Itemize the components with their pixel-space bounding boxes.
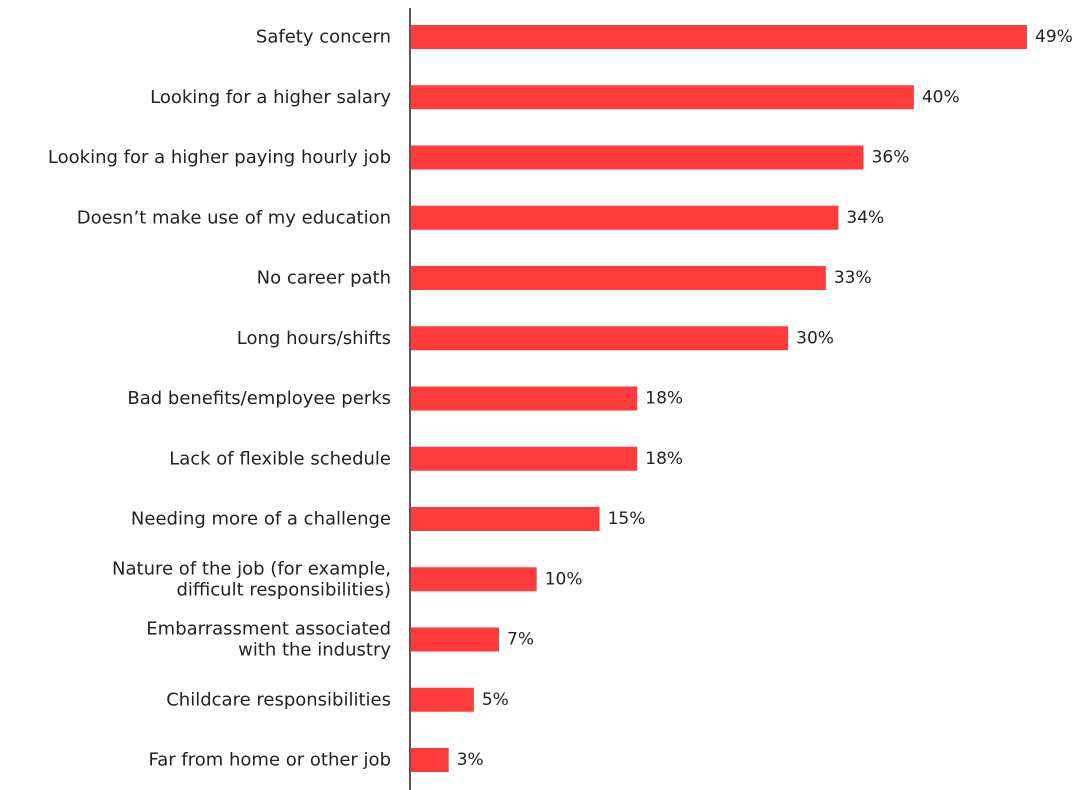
- value-label-2: 36%: [872, 148, 910, 168]
- category-label-12: Far from home or other job: [149, 750, 391, 771]
- category-label-3: Doesn’t make use of my education: [77, 207, 391, 228]
- value-label-4: 33%: [834, 268, 872, 288]
- value-labels-group: 49% 40% 36% 34% 33% 30% 18% 18% 15% 10% 7% 5% 3%: [457, 27, 1073, 770]
- bar-5: [411, 326, 789, 351]
- category-label-11: Childcare responsibilities: [166, 689, 391, 710]
- value-label-0: 49%: [1035, 27, 1073, 47]
- category-label-2: Looking for a higher paying hourly job: [48, 147, 391, 168]
- value-label-11: 5%: [482, 690, 509, 710]
- bar-3: [411, 205, 839, 230]
- value-label-10: 7%: [507, 630, 534, 650]
- category-labels-group: Safety concern Looking for a higher salar…: [48, 27, 391, 771]
- value-label-3: 34%: [846, 208, 884, 228]
- category-label-1: Looking for a higher salary: [150, 87, 391, 108]
- value-label-12: 3%: [457, 750, 484, 770]
- bar-0: [411, 25, 1027, 49]
- category-label-5: Long hours/shifts: [237, 328, 391, 349]
- value-label-5: 30%: [796, 328, 834, 348]
- category-label-9: Nature of the job (for example, difficult…: [112, 558, 391, 600]
- bar-12: [411, 748, 449, 772]
- category-label-0: Safety concern: [256, 27, 391, 48]
- value-label-9: 10%: [545, 569, 583, 589]
- bar-8: [411, 507, 600, 531]
- value-label-7: 18%: [645, 449, 683, 469]
- bar-1: [411, 85, 914, 110]
- bar-11: [411, 687, 474, 712]
- category-label-4: No career path: [257, 268, 391, 289]
- category-label-8: Needing more of a challenge: [131, 509, 391, 530]
- value-label-6: 18%: [645, 389, 683, 409]
- category-label-6: Bad benefits/employee perks: [127, 388, 391, 409]
- bar-6: [411, 386, 638, 411]
- category-label-10: Embarrassment associated with the industr…: [146, 619, 391, 661]
- bar-7: [411, 446, 638, 471]
- bar-9: [411, 567, 537, 592]
- value-label-8: 15%: [608, 509, 646, 529]
- bars-group: [411, 25, 1027, 772]
- category-label-7: Lack of flexible schedule: [169, 448, 391, 469]
- bar-2: [411, 145, 864, 170]
- value-label-1: 40%: [922, 87, 960, 107]
- bar-4: [411, 266, 826, 290]
- bar-10: [411, 627, 499, 652]
